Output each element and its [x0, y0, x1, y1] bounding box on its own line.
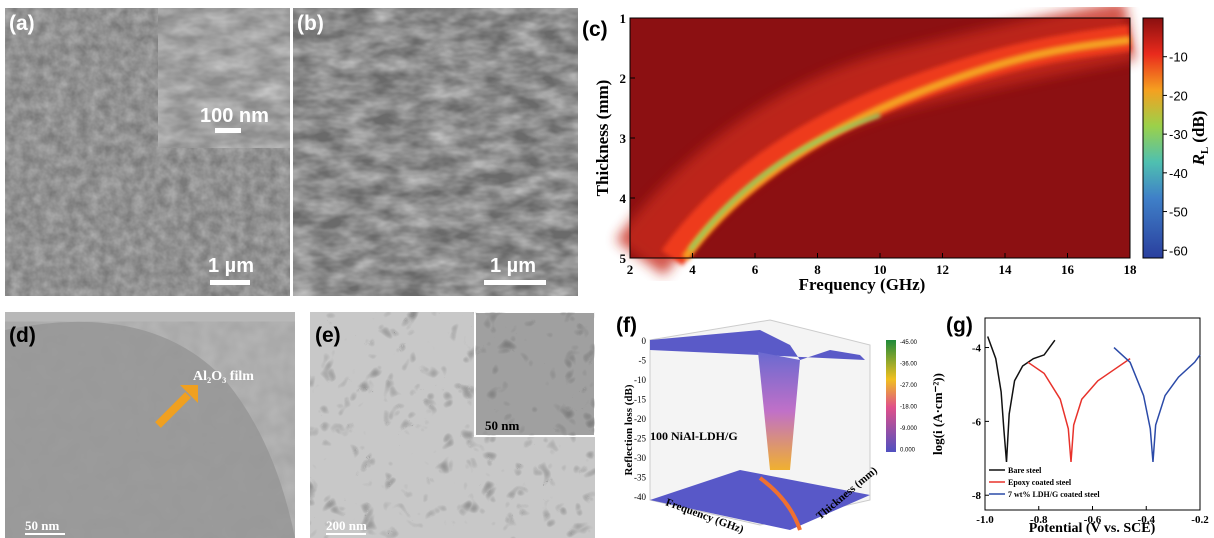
scale-bar: [484, 280, 546, 285]
x-tick-label: 4: [689, 262, 696, 277]
panel-d: (d) Al₂O₃ film 50 nm: [5, 312, 295, 538]
y-tick-label: 4: [620, 191, 627, 206]
x-tick-label: 12: [936, 262, 949, 277]
colorbar-tick-label: -20: [1169, 88, 1188, 103]
colorbar-tick-label: -60: [1169, 243, 1188, 258]
colorbar-tick-label: -30: [1169, 127, 1188, 142]
colorbar: [1143, 18, 1163, 258]
scale-bar: [215, 128, 241, 133]
z-tick-label: -5: [639, 356, 647, 366]
z-tick-label: 0: [642, 336, 647, 346]
scale-label: 50 nm: [485, 418, 519, 433]
y-tick-label: 5: [620, 251, 627, 266]
panel-f: (f) Reflection loss (dB) Frequency (GHz)…: [616, 314, 918, 536]
y-tick-label: 2: [620, 71, 627, 86]
annotation: Al₂O₃ film: [193, 369, 254, 384]
colorbar-tick-label: -10: [1169, 50, 1188, 65]
z-tick-label: -10: [634, 375, 646, 385]
z-tick-label: -30: [634, 453, 646, 463]
scale-label: 200 nm: [326, 518, 367, 533]
scale-label: 1 µm: [490, 255, 536, 277]
scale-label: 1 µm: [208, 255, 254, 277]
colorbar: [886, 340, 896, 452]
x-tick-label: 2: [627, 262, 634, 277]
panel-label: (g): [946, 314, 973, 337]
scale-bar: [25, 533, 65, 535]
y-tick-label: -4: [972, 343, 982, 355]
x-tick-label: 14: [999, 262, 1013, 277]
colorbar-label-unit: (dB): [1189, 111, 1208, 143]
panel-label: (c): [582, 18, 608, 41]
figure: (a) 100 nm 1 µm (b) 1 µm (c) Frequency (…: [0, 0, 1214, 538]
series-line: [988, 336, 1055, 462]
colorbar-tick-label: -27.00: [900, 383, 918, 389]
x-tick-label: -0.8: [1030, 514, 1048, 526]
x-tick-label: 8: [814, 262, 821, 277]
panel-label: (d): [9, 324, 36, 347]
colorbar-label: RL (dB): [1189, 111, 1211, 167]
z-tick-label: -40: [634, 492, 646, 502]
panel-label: (e): [315, 324, 341, 347]
colorbar-tick-label: 0.000: [900, 448, 916, 454]
panel-b: (b) 1 µm: [293, 8, 578, 296]
colorbar-tick-label: -9.000: [900, 426, 918, 432]
panel-label: (a): [9, 12, 35, 35]
z-tick-label: -20: [634, 414, 646, 424]
y-tick-label: -8: [972, 490, 982, 502]
z-tick-label: -25: [634, 434, 646, 444]
colorbar-tick-label: -36.00: [900, 362, 918, 368]
x-tick-label: 6: [752, 262, 759, 277]
annotation: 100 NiAl-LDH/G: [650, 429, 738, 443]
y-axis-label: log(i (A·cm⁻²)): [930, 373, 945, 455]
sem-texture: [293, 8, 578, 296]
scale-label: 50 nm: [25, 518, 59, 533]
y-tick-label: 3: [620, 131, 627, 146]
colorbar-tick-label: -40: [1169, 166, 1188, 181]
x-tick-label: 16: [1061, 262, 1075, 277]
z-tick-label: -15: [634, 395, 646, 405]
panel-label: (f): [616, 314, 637, 337]
series-line: [1028, 359, 1130, 462]
x-tick-label: -0.4: [1138, 514, 1156, 526]
x-tick-label: -0.6: [1084, 514, 1102, 526]
panel-label: (b): [297, 12, 324, 35]
x-tick-label: 10: [874, 262, 887, 277]
colorbar-tick-label: -18.00: [900, 405, 918, 411]
panel-a: (a) 100 nm 1 µm: [5, 8, 290, 296]
x-axis-label: Frequency (GHz): [799, 275, 926, 294]
legend-label: 7 wt% LDH/G coated steel: [1008, 490, 1100, 499]
y-tick-label: 1: [620, 11, 627, 26]
x-tick-label: -0.2: [1191, 514, 1209, 526]
colorbar-label-main: R: [1189, 154, 1208, 166]
scale-bar: [210, 280, 250, 285]
x-tick-label: 18: [1124, 262, 1138, 277]
scale-label: 100 nm: [200, 105, 269, 127]
x-tick-label: -1.0: [976, 514, 994, 526]
colorbar-tick-label: -45.00: [900, 340, 918, 346]
inset-texture: [158, 8, 290, 148]
legend-label: Epoxy coated steel: [1008, 478, 1072, 487]
panel-g: (g) Potential (V vs. SCE) log(i (A·cm⁻²)…: [930, 314, 1209, 536]
colorbar-tick-label: -50: [1169, 205, 1188, 220]
panel-c: (c) Frequency (GHz) Thickness (mm) RL (dB…: [582, 11, 1211, 294]
legend-label: Bare steel: [1008, 466, 1042, 475]
y-tick-label: -6: [972, 416, 982, 428]
series-line: [1114, 348, 1200, 462]
colorbar-label-sub: L: [1199, 147, 1211, 154]
panel-e: (e) 50 nm 200 nm: [310, 312, 595, 538]
z-tick-label: -35: [634, 473, 646, 483]
y-axis-label: Thickness (mm): [593, 80, 612, 197]
scale-bar: [326, 533, 366, 535]
